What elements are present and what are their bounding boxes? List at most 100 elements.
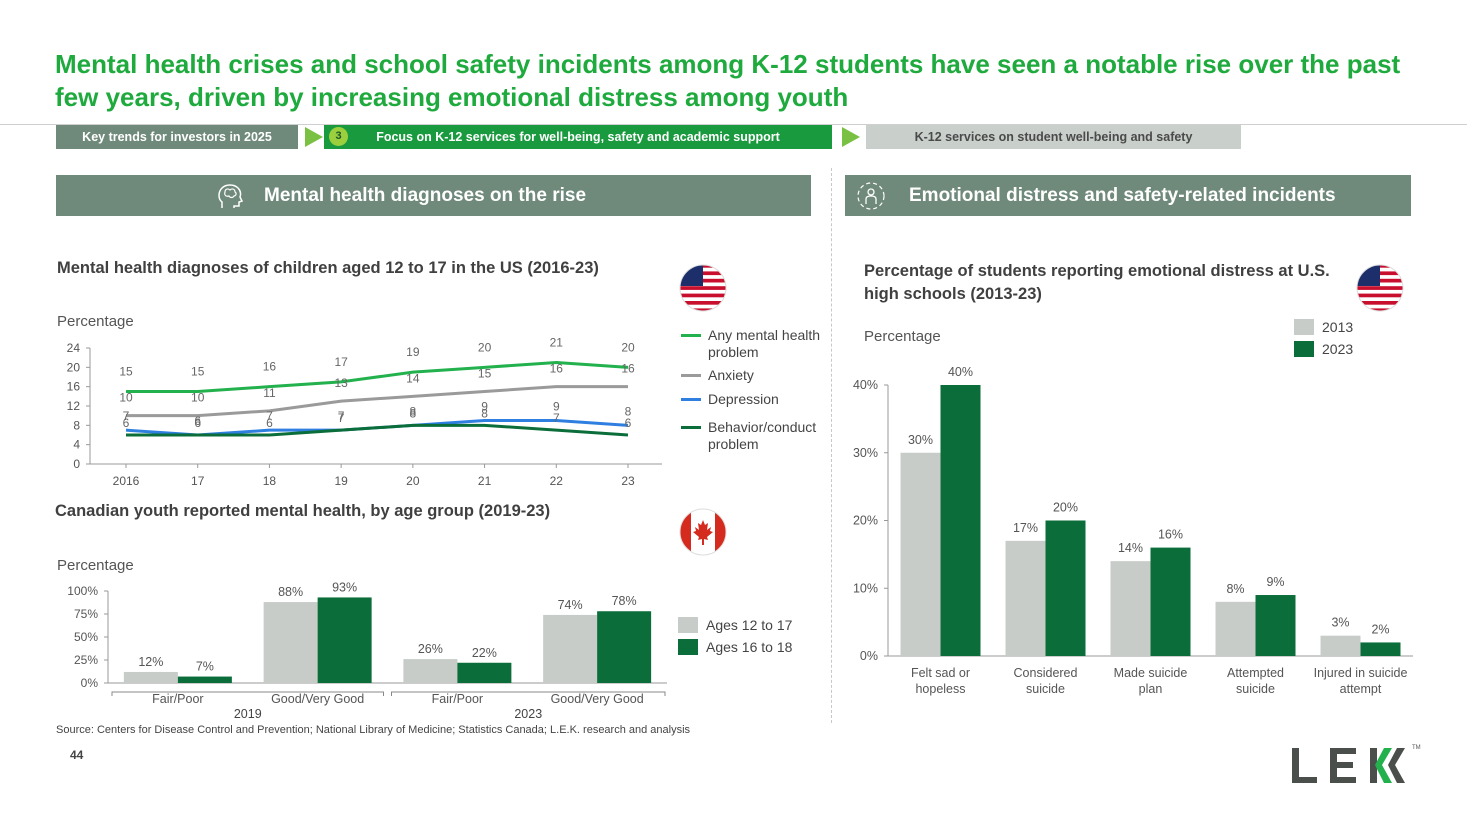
x-tick-label: Felt sad or hopeless — [911, 666, 970, 696]
data-label: 8 — [410, 406, 417, 420]
chart-title: Percentage of students reporting emotion… — [864, 262, 1330, 303]
data-label: 6 — [625, 416, 632, 430]
x-tick-label: 17 — [191, 474, 205, 488]
y-tick-label: 100% — [67, 584, 98, 598]
trademark: TM — [1412, 745, 1421, 751]
bar — [317, 597, 372, 683]
bar — [177, 676, 232, 683]
legend-label: 2013 — [1322, 319, 1354, 335]
data-label: 16 — [621, 362, 635, 376]
lek-logo: TM — [1290, 743, 1421, 788]
breadcrumb-step-3[interactable]: K-12 services on student well-being and … — [866, 125, 1241, 149]
us-flag-icon — [679, 264, 727, 312]
y-tick-label: 8 — [73, 418, 80, 432]
y-tick-label: 12 — [67, 399, 81, 413]
data-label: 74% — [558, 598, 583, 612]
canada-flag-icon — [679, 508, 727, 556]
left-panel-header: Mental health diagnoses on the rise — [56, 175, 811, 216]
bar — [543, 614, 598, 683]
data-label: 78% — [612, 594, 637, 608]
data-label: 15 — [119, 365, 133, 379]
x-tick-label: 22 — [550, 474, 564, 488]
breadcrumb-arrow-icon — [842, 127, 860, 147]
y-tick-label: 10% — [853, 581, 878, 595]
breadcrumb-step-1[interactable]: Key trends for investors in 2025 — [56, 125, 298, 149]
legend-label: Anxiety — [708, 367, 754, 383]
y-tick-label: 24 — [67, 341, 81, 355]
y-tick-label: 20% — [853, 514, 878, 528]
legend-swatch — [678, 639, 698, 655]
data-label: 7 — [338, 411, 345, 425]
data-label: 14% — [1118, 541, 1143, 555]
data-label: 10 — [119, 391, 133, 405]
lek-logo-mark — [1292, 748, 1405, 783]
data-label: 93% — [332, 580, 357, 594]
y-tick-label: 30% — [853, 446, 878, 460]
x-tick-label: 23 — [621, 474, 635, 488]
y-axis-label: Percentage — [864, 328, 941, 345]
group-label: 2019 — [234, 707, 262, 721]
data-label: 7% — [196, 660, 214, 674]
y-tick-label: 20 — [67, 360, 81, 374]
bar — [1215, 601, 1256, 656]
x-tick-label: Good/Very Good — [271, 692, 364, 706]
data-label: 9 — [481, 400, 488, 414]
data-label: 10 — [191, 391, 205, 405]
bar — [1150, 547, 1191, 656]
page-title: Mental health crises and school safety i… — [55, 49, 1401, 112]
bar — [1255, 595, 1296, 656]
source-note: Source: Centers for Disease Control and … — [56, 724, 691, 736]
legend-label: Ages 12 to 17 — [706, 617, 793, 633]
data-label: 16 — [550, 362, 564, 376]
bar — [1360, 642, 1401, 656]
data-label: 20 — [621, 340, 635, 354]
step-number-badge: 3 — [329, 127, 348, 146]
data-label: 14 — [406, 371, 420, 385]
bar — [1045, 520, 1086, 656]
data-label: 13 — [334, 376, 348, 390]
data-label: 7 — [338, 409, 345, 423]
data-label: 20% — [1053, 501, 1078, 515]
x-tick-label: Considered suicide — [1014, 666, 1078, 696]
y-axis-label: Percentage — [57, 557, 134, 574]
data-label: 7 — [123, 409, 130, 423]
bar — [940, 385, 981, 656]
data-label: 8 — [625, 404, 632, 418]
data-label: 9 — [553, 400, 560, 414]
bar — [1320, 635, 1361, 656]
breadcrumb-step-2-label: Focus on K-12 services for well-being, s… — [376, 130, 780, 144]
legend-swatch — [1294, 319, 1314, 335]
x-tick-label: Attempted suicide — [1227, 666, 1284, 696]
data-label: 2% — [1371, 622, 1389, 636]
x-tick-label: Good/Very Good — [551, 692, 644, 706]
data-label: 15 — [191, 365, 205, 379]
legend-swatch — [1294, 341, 1314, 357]
header-divider — [0, 124, 1467, 125]
breadcrumb-step-2[interactable]: 3 Focus on K-12 services for well-being,… — [324, 125, 832, 149]
data-label: 6 — [194, 416, 201, 430]
y-tick-label: 4 — [73, 438, 80, 452]
data-label: 8 — [481, 406, 488, 420]
y-tick-label: 16 — [67, 380, 81, 394]
group-label: 2023 — [514, 707, 542, 721]
legend-label: Ages 16 to 18 — [706, 639, 793, 655]
y-tick-label: 75% — [74, 607, 98, 621]
data-label: 7 — [553, 411, 560, 425]
y-tick-label: 25% — [74, 653, 98, 667]
data-label: 16% — [1158, 528, 1183, 542]
data-label: 20 — [478, 340, 492, 354]
y-tick-label: 50% — [74, 630, 98, 644]
data-label: 9% — [1266, 575, 1284, 589]
data-label: 3% — [1331, 616, 1349, 630]
x-tick-label: Fair/Poor — [152, 692, 203, 706]
right-panel-header: Emotional distress and safety-related in… — [845, 175, 1411, 216]
legend-label: Depression — [708, 391, 779, 407]
x-tick-label: 2016 — [113, 474, 140, 488]
data-label: 40% — [948, 365, 973, 379]
group-bracket — [111, 691, 384, 696]
group-bracket — [391, 691, 666, 696]
y-tick-label: 40% — [853, 378, 878, 392]
data-label: 21 — [550, 336, 564, 350]
series-line — [126, 360, 629, 393]
brain-head-icon — [218, 184, 244, 208]
